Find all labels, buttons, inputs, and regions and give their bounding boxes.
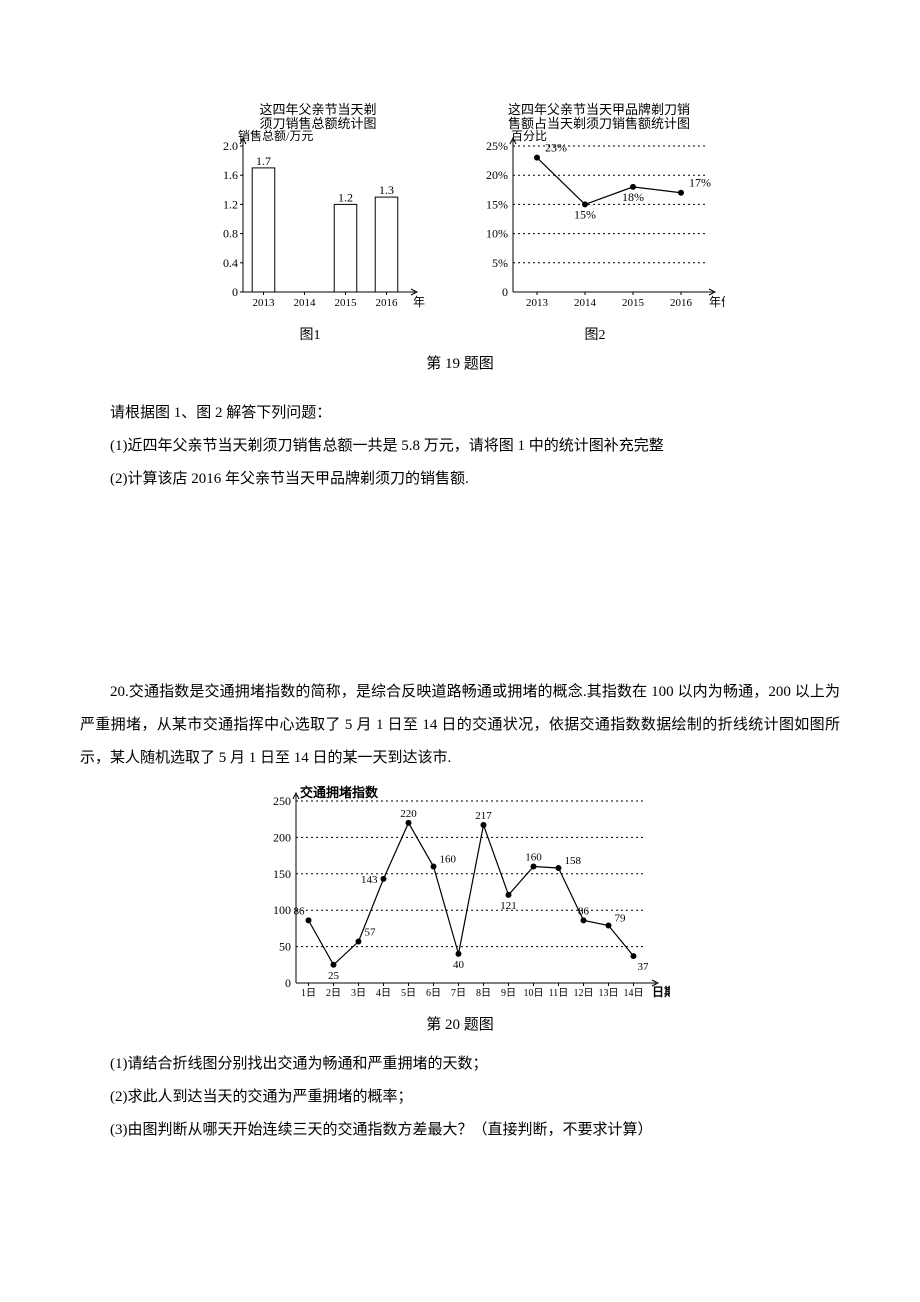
svg-text:23%: 23% [545, 141, 567, 155]
spacer [80, 496, 840, 676]
svg-text:217: 217 [475, 810, 492, 822]
q20-part3: (3)由图判断从哪天开始连续三天的交通指数方差最大？（直接判断，不要求计算） [80, 1114, 840, 1147]
svg-text:2016: 2016 [376, 297, 399, 309]
svg-text:17%: 17% [689, 176, 711, 190]
svg-text:0.4: 0.4 [223, 256, 238, 270]
svg-text:百分比: 百分比 [511, 129, 547, 143]
svg-text:交通拥堵指数: 交通拥堵指数 [300, 785, 379, 800]
svg-text:0: 0 [285, 976, 291, 990]
svg-text:50: 50 [279, 940, 291, 954]
q20-fig-caption: 第 20 题图 [80, 1013, 840, 1034]
svg-text:18%: 18% [622, 190, 644, 204]
svg-text:年份: 年份 [709, 295, 725, 309]
svg-text:2014: 2014 [574, 297, 597, 309]
svg-text:0: 0 [502, 285, 508, 299]
q19-intro: 请根据图 1、图 2 解答下列问题： [80, 397, 840, 430]
svg-text:121: 121 [500, 900, 517, 912]
svg-text:57: 57 [365, 927, 377, 939]
q19-bar-chart: 这四年父亲节当天剃须刀销售总额统计图销售总额/万元00.40.81.21.62.… [195, 100, 425, 344]
svg-text:3日: 3日 [351, 988, 366, 999]
q19-part1: (1)近四年父亲节当天剃须刀销售总额一共是 5.8 万元，请将图 1 中的统计图… [80, 430, 840, 463]
svg-text:9日: 9日 [501, 988, 516, 999]
q19-line-chart: 这四年父亲节当天甲品牌剃刀销售额占当天剃须刀销售额统计图百分比05%10%15%… [465, 100, 725, 344]
svg-text:2013: 2013 [253, 297, 276, 309]
svg-text:160: 160 [440, 854, 457, 866]
svg-text:8日: 8日 [476, 988, 491, 999]
q20-part1: (1)请结合折线图分别找出交通为畅通和严重拥堵的天数； [80, 1048, 840, 1081]
svg-text:1.2: 1.2 [338, 190, 353, 204]
svg-text:2015: 2015 [335, 297, 358, 309]
q20-chart-wrap: 交通拥堵指数 0 50 100 150 200 250 1日 2日 3日 4日 5日 6日 7日 8日 9日 1… [80, 781, 840, 1011]
svg-text:0.8: 0.8 [223, 227, 238, 241]
q19-part2: (2)计算该店 2016 年父亲节当天甲品牌剃须刀的销售额. [80, 463, 840, 496]
svg-text:79: 79 [615, 912, 627, 924]
svg-text:200: 200 [273, 830, 291, 844]
svg-text:这四年父亲节当天剃: 这四年父亲节当天剃 [259, 102, 376, 117]
svg-text:37: 37 [638, 961, 650, 973]
svg-text:143: 143 [361, 874, 378, 886]
svg-text:1.2: 1.2 [223, 197, 238, 211]
svg-text:10%: 10% [486, 227, 508, 241]
svg-text:14日: 14日 [624, 988, 644, 999]
svg-text:10日: 10日 [524, 988, 544, 999]
svg-text:100: 100 [273, 903, 291, 917]
svg-text:2.0: 2.0 [223, 139, 238, 153]
svg-text:11日: 11日 [549, 988, 569, 999]
page-root: 这四年父亲节当天剃须刀销售总额统计图销售总额/万元00.40.81.21.62.… [0, 0, 920, 1227]
svg-text:158: 158 [565, 855, 582, 867]
q20-intro: 20.交通指数是交通拥堵指数的简称，是综合反映道路畅通或拥堵的概念.其指数在 1… [80, 676, 840, 775]
svg-text:25: 25 [328, 970, 340, 982]
svg-text:5%: 5% [492, 256, 508, 270]
svg-text:2013: 2013 [526, 297, 549, 309]
svg-text:这四年父亲节当天甲品牌剃刀销: 这四年父亲节当天甲品牌剃刀销 [508, 102, 690, 117]
svg-text:150: 150 [273, 867, 291, 881]
svg-text:5日: 5日 [401, 988, 416, 999]
svg-text:2015: 2015 [622, 297, 645, 309]
svg-text:1.6: 1.6 [223, 168, 238, 182]
svg-text:15%: 15% [574, 207, 596, 221]
svg-text:2016: 2016 [670, 297, 693, 309]
svg-text:20%: 20% [486, 168, 508, 182]
svg-text:12日: 12日 [574, 988, 594, 999]
svg-text:25%: 25% [486, 139, 508, 153]
q19-bar-caption: 图1 [195, 324, 425, 344]
q19-charts-row: 这四年父亲节当天剃须刀销售总额统计图销售总额/万元00.40.81.21.62.… [80, 100, 840, 344]
svg-text:2日: 2日 [326, 988, 341, 999]
svg-text:6日: 6日 [426, 988, 441, 999]
svg-text:4日: 4日 [376, 988, 391, 999]
svg-text:86: 86 [294, 905, 306, 917]
svg-text:160: 160 [525, 852, 542, 864]
q19-line-caption: 图2 [465, 324, 725, 344]
svg-text:1日: 1日 [301, 988, 316, 999]
svg-text:220: 220 [400, 808, 417, 820]
svg-text:年份: 年份 [413, 295, 425, 309]
svg-text:日期: 日期 [652, 984, 670, 999]
svg-text:销售总额/万元: 销售总额/万元 [238, 128, 313, 143]
svg-text:1.3: 1.3 [379, 183, 394, 197]
q20-part2: (2)求此人到达当天的交通为严重拥堵的概率； [80, 1081, 840, 1114]
svg-text:1.7: 1.7 [256, 154, 271, 168]
svg-text:2014: 2014 [294, 297, 317, 309]
q19-fig-caption: 第 19 题图 [80, 352, 840, 373]
svg-text:13日: 13日 [599, 988, 619, 999]
svg-text:86: 86 [578, 905, 590, 917]
svg-text:7日: 7日 [451, 988, 466, 999]
svg-text:15%: 15% [486, 197, 508, 211]
svg-text:250: 250 [273, 794, 291, 808]
svg-text:0: 0 [232, 285, 238, 299]
svg-text:40: 40 [453, 959, 465, 971]
